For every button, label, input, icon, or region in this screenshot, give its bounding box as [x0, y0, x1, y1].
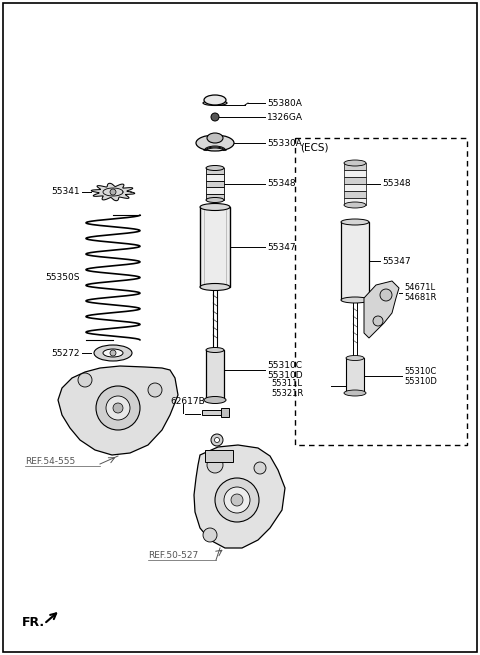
Ellipse shape [204, 396, 226, 403]
Bar [344, 184, 366, 191]
Text: 55350S: 55350S [46, 274, 80, 282]
Bar [344, 191, 366, 198]
Circle shape [110, 350, 116, 356]
Text: 54681R: 54681R [404, 293, 436, 301]
Circle shape [215, 478, 259, 522]
Bar [344, 163, 366, 170]
Ellipse shape [344, 202, 366, 208]
Circle shape [203, 528, 217, 542]
Circle shape [110, 189, 116, 195]
Ellipse shape [200, 204, 230, 210]
Polygon shape [58, 366, 178, 455]
Circle shape [215, 438, 219, 443]
Bar [221, 408, 229, 417]
Ellipse shape [344, 390, 366, 396]
Circle shape [96, 386, 140, 430]
Text: REF.50-527: REF.50-527 [148, 552, 198, 561]
Ellipse shape [206, 198, 224, 202]
Text: 55341: 55341 [51, 187, 80, 196]
Circle shape [373, 316, 383, 326]
Ellipse shape [207, 133, 223, 143]
Ellipse shape [344, 160, 366, 166]
Bar [344, 170, 366, 177]
Text: 55321R: 55321R [271, 388, 303, 398]
Text: 55310C: 55310C [267, 362, 302, 371]
Bar [202, 410, 224, 415]
Text: (ECS): (ECS) [300, 143, 328, 153]
Ellipse shape [346, 356, 364, 360]
Ellipse shape [206, 348, 224, 352]
Ellipse shape [204, 95, 226, 105]
Bar [200, 207, 230, 287]
Ellipse shape [196, 135, 234, 151]
Text: 54671L: 54671L [404, 282, 435, 291]
Circle shape [380, 289, 392, 301]
Ellipse shape [94, 345, 132, 361]
Text: 55348: 55348 [382, 179, 410, 189]
Polygon shape [91, 183, 135, 200]
Circle shape [224, 487, 250, 513]
Bar [344, 198, 366, 205]
Circle shape [78, 373, 92, 387]
Text: 55330A: 55330A [267, 138, 302, 147]
Text: FR.: FR. [22, 616, 45, 629]
Bar [206, 181, 224, 187]
Circle shape [211, 113, 219, 121]
Text: 55272: 55272 [51, 348, 80, 358]
Bar [206, 194, 224, 200]
Circle shape [113, 403, 123, 413]
Circle shape [106, 396, 130, 420]
Bar [341, 222, 369, 300]
Circle shape [207, 457, 223, 473]
Ellipse shape [200, 284, 230, 291]
Text: 55347: 55347 [267, 242, 296, 252]
Bar [205, 450, 233, 462]
Circle shape [231, 494, 243, 506]
Polygon shape [194, 445, 285, 548]
Bar [206, 187, 224, 194]
Ellipse shape [341, 219, 369, 225]
Circle shape [254, 462, 266, 474]
Text: REF.54-555: REF.54-555 [25, 457, 75, 466]
Bar [206, 174, 224, 181]
Bar [346, 358, 364, 393]
Ellipse shape [206, 166, 224, 170]
Bar [206, 350, 224, 400]
Ellipse shape [341, 297, 369, 303]
Circle shape [148, 383, 162, 397]
Text: 55310D: 55310D [404, 377, 437, 386]
Text: 55347: 55347 [382, 257, 410, 265]
Text: 55311L: 55311L [271, 379, 302, 388]
Polygon shape [364, 281, 399, 338]
Text: 55348: 55348 [267, 179, 296, 189]
Text: 55255: 55255 [215, 451, 244, 460]
Text: 62617B: 62617B [170, 398, 205, 407]
Bar [344, 177, 366, 184]
Bar [206, 168, 224, 174]
Bar [295, 138, 467, 445]
Text: 55310C: 55310C [404, 367, 436, 375]
Ellipse shape [103, 349, 123, 357]
Ellipse shape [203, 100, 227, 105]
Text: 55380A: 55380A [267, 98, 302, 107]
Text: 55310D: 55310D [267, 371, 302, 381]
Text: 1326GA: 1326GA [267, 113, 303, 121]
Circle shape [211, 434, 223, 446]
